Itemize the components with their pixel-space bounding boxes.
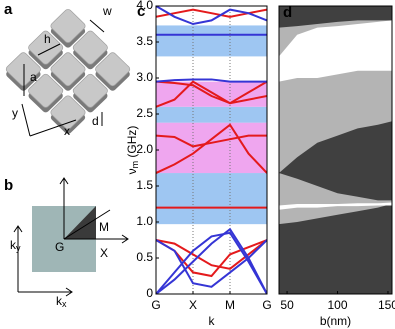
gap-region xyxy=(156,106,267,123)
axis-label: kx xyxy=(56,294,67,309)
lattice-label: d xyxy=(92,114,99,128)
y-tick-label: 3.0 xyxy=(136,70,153,84)
y-tick-label: 2.5 xyxy=(136,106,153,120)
band-line xyxy=(156,80,267,108)
band-line xyxy=(156,239,267,270)
y-tick-label: 0.5 xyxy=(136,250,153,264)
lattice-label: a xyxy=(30,70,37,84)
x-tick-label: M xyxy=(225,298,235,312)
y-tick-label: 3.5 xyxy=(136,34,153,48)
band-line xyxy=(156,239,267,288)
lattice-label: x xyxy=(64,124,70,138)
x-axis-label: b(nm) xyxy=(320,314,351,328)
panel-label: d xyxy=(283,4,292,21)
lattice-label: y xyxy=(12,106,18,120)
y-tick-label: 1.5 xyxy=(136,178,153,192)
y-tick-label: 4.0 xyxy=(136,0,153,12)
panel-label: a xyxy=(4,1,13,18)
gap-area xyxy=(279,202,392,210)
lattice-label: h xyxy=(44,32,51,46)
band-line xyxy=(156,123,267,174)
lattice-dimensions xyxy=(21,19,105,137)
band-plot xyxy=(156,6,267,294)
lattice xyxy=(5,9,131,130)
gap-area xyxy=(279,20,392,82)
x-tick-label: 150 xyxy=(378,298,395,312)
y-tick-label: 2.0 xyxy=(136,142,153,156)
band-line xyxy=(156,134,267,148)
band-line xyxy=(156,231,267,294)
lattice-label: w xyxy=(102,4,112,18)
plot-frame xyxy=(278,5,393,295)
band-line xyxy=(156,78,267,83)
band-line xyxy=(156,239,267,278)
point-label: G xyxy=(55,240,64,254)
y-tick-label: 0 xyxy=(146,286,153,300)
x-tick-label: 100 xyxy=(328,298,348,312)
gap-area xyxy=(279,173,392,225)
band-line xyxy=(156,227,267,294)
gap-plot xyxy=(279,6,392,294)
gap-region xyxy=(156,173,267,225)
y-tick-label: 1.0 xyxy=(136,214,153,228)
x-tick-label: X xyxy=(189,298,197,312)
panel-label: c xyxy=(137,3,145,20)
point-label: M xyxy=(99,220,109,234)
x-axis-label: k xyxy=(209,314,216,328)
gap-region xyxy=(156,25,267,57)
band-line xyxy=(156,6,267,26)
gap-region xyxy=(156,81,267,107)
x-tick-label: G xyxy=(151,298,160,312)
axis-label: ky xyxy=(10,238,21,253)
x-tick-label: 50 xyxy=(280,298,294,312)
panel-label: b xyxy=(4,177,13,194)
x-tick-label: G xyxy=(262,298,271,312)
irreducible-zone xyxy=(64,206,96,239)
band-line xyxy=(156,80,267,105)
y-axis-label: νm (GHz) xyxy=(125,126,140,175)
reciprocal-axes xyxy=(13,177,129,297)
point-label: X xyxy=(100,246,108,260)
